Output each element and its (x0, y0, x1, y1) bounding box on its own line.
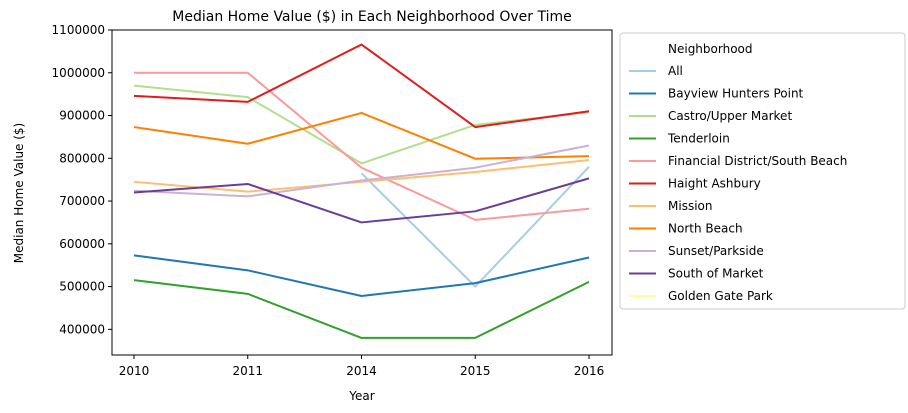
y-tick-label: 1100000 (52, 23, 105, 37)
legend-label: Financial District/South Beach (668, 154, 847, 168)
x-tick-label: 2011 (232, 364, 263, 378)
y-tick-label: 800000 (59, 151, 105, 165)
legend: Neighborhood All Bayview Hunters Point Cas… (619, 32, 906, 310)
y-tick-label: 700000 (59, 194, 105, 208)
legend-label: Golden Gate Park (668, 289, 773, 303)
legend-label: South of Market (668, 267, 764, 281)
x-tick-label: 2015 (460, 364, 491, 378)
series-line-haight-ashbury (133, 43, 590, 129)
y-tick-label: 900000 (59, 109, 105, 123)
legend-label: North Beach (668, 222, 743, 236)
legend-label: Haight Ashbury (668, 177, 761, 191)
series-line-south-of-market (133, 177, 590, 224)
series-line-all (360, 166, 590, 288)
legend-label: Tenderloin (667, 132, 730, 146)
legend-label: Sunset/Parkside (668, 244, 764, 258)
legend-label: Bayview Hunters Point (668, 87, 804, 101)
y-tick-label: 1000000 (52, 66, 105, 80)
legend-frame (619, 32, 906, 310)
x-tick-label: 2014 (346, 364, 377, 378)
y-tick-label: 500000 (59, 280, 105, 294)
y-axis: 400000 500000 600000 700000 800000 900000 1000… (52, 23, 112, 336)
legend-label: All (668, 64, 683, 78)
series-line-sunset-parkside (133, 144, 590, 198)
x-axis-label: Year (348, 389, 374, 403)
y-tick-label: 600000 (59, 237, 105, 251)
series-line-tenderloin (133, 279, 590, 339)
y-axis-label: Median Home Value ($) (12, 123, 26, 263)
legend-items: All Bayview Hunters Point Castro/Upper Mar… (629, 64, 847, 303)
series-line-financial-district-south-beach (134, 71, 590, 221)
legend-label: Mission (668, 199, 712, 213)
y-tick-label: 400000 (59, 322, 105, 336)
x-axis: 2010 2011 2014 2015 2016 (119, 355, 605, 378)
x-tick-label: 2016 (574, 364, 605, 378)
x-tick-label: 2010 (119, 364, 150, 378)
series-line-mission (133, 159, 590, 193)
chart-title: Median Home Value ($) in Each Neighborho… (172, 9, 571, 25)
series-line-castro-upper-market (133, 84, 590, 165)
series-line-north-beach (133, 111, 590, 160)
series-line-bayview-hunters-point (133, 254, 590, 297)
legend-title: Neighborhood (668, 42, 753, 56)
plot-lines (133, 43, 590, 339)
legend-label: Castro/Upper Market (668, 109, 792, 123)
